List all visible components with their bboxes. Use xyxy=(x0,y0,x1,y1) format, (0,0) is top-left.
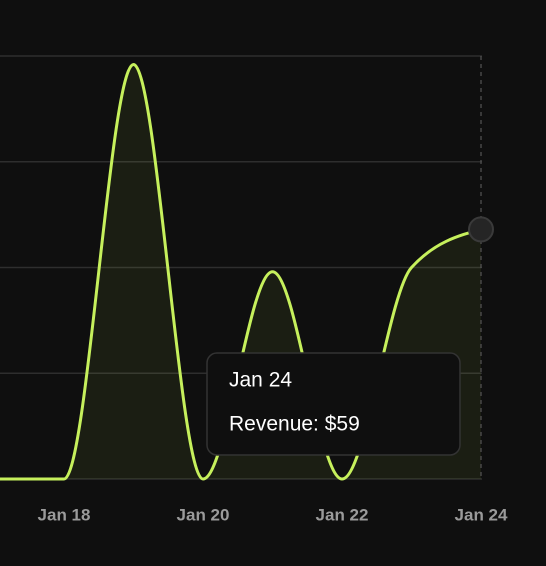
x-tick-label: Jan 24 xyxy=(455,505,508,524)
tooltip: Jan 24 Revenue: $59 xyxy=(206,352,461,456)
x-tick-label: Jan 20 xyxy=(177,505,230,524)
tooltip-title: Jan 24 xyxy=(229,369,292,392)
area-fill xyxy=(0,64,481,480)
x-axis: Jan 18 Jan 20 Jan 22 Jan 24 xyxy=(38,505,508,524)
x-tick-label: Jan 18 xyxy=(38,505,91,524)
tooltip-text: Revenue: $59 xyxy=(229,413,360,436)
tooltip-box xyxy=(206,352,461,456)
x-tick-label: Jan 22 xyxy=(316,505,369,524)
hover-point xyxy=(468,216,494,243)
